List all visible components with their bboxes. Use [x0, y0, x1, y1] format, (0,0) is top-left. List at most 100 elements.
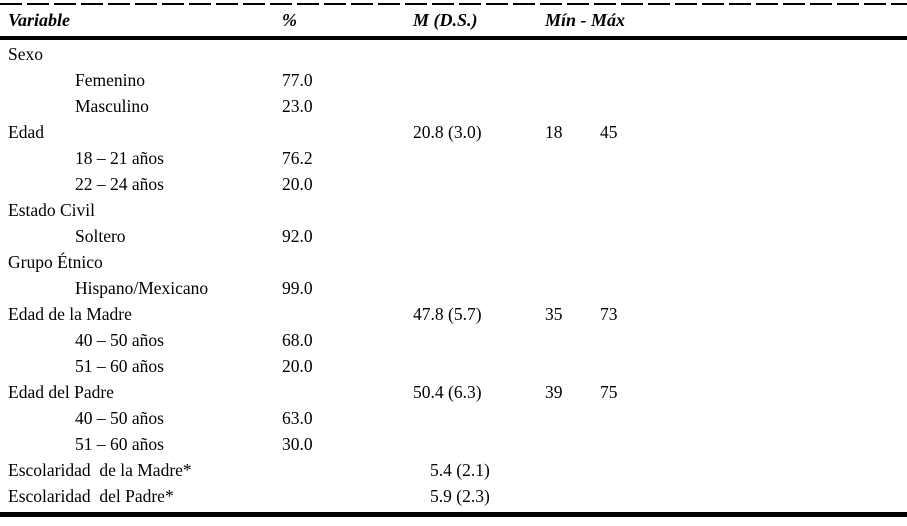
row-variable-label: Estado Civil	[8, 200, 96, 220]
row-mean-sd-value	[413, 353, 545, 379]
table-row: 22 – 24 años 20.0	[0, 171, 907, 197]
row-max-value: 73	[600, 304, 618, 324]
row-variable-label: 40 – 50 años	[75, 408, 164, 428]
row-mean-sd-value	[413, 275, 545, 301]
row-variable-label: Soltero	[75, 226, 126, 246]
row-variable-label: Edad de la Madre	[8, 304, 132, 324]
row-mean-sd-value	[413, 327, 545, 353]
row-mean-sd-value: 5.9 (2.3)	[430, 486, 490, 506]
row-percent-value: 68.0	[282, 330, 313, 350]
row-max-value	[600, 41, 907, 67]
row-max-value	[600, 457, 907, 483]
table-row: 40 – 50 años 63.0	[0, 405, 907, 431]
column-header-percent: %	[282, 10, 297, 30]
table-body: Sexo Femenino 77.0 Masculino 23.0 Edad 2…	[0, 40, 907, 509]
row-max-value	[600, 171, 907, 197]
row-mean-sd-value	[413, 431, 545, 457]
table-header-row: Variable % M (D.S.) Mín - Máx	[0, 5, 907, 40]
row-variable-label: 40 – 50 años	[75, 330, 164, 350]
row-variable-label: 51 – 60 años	[75, 356, 164, 376]
table-row: Edad 20.8 (3.0) 18 45	[0, 119, 907, 145]
row-min-value	[545, 405, 600, 431]
table-row: 51 – 60 años 20.0	[0, 353, 907, 379]
row-percent-value: 99.0	[282, 278, 313, 298]
row-mean-sd-value	[413, 93, 545, 119]
row-max-value	[600, 93, 907, 119]
row-max-value	[600, 249, 907, 275]
row-max-value	[600, 145, 907, 171]
row-percent-value: 92.0	[282, 226, 313, 246]
row-mean-sd-value	[413, 41, 545, 67]
row-variable-label: Masculino	[75, 96, 149, 116]
row-mean-sd-value	[413, 67, 545, 93]
row-percent-value	[282, 483, 413, 509]
table-row: Edad del Padre 50.4 (6.3) 39 75	[0, 379, 907, 405]
row-min-value	[545, 353, 600, 379]
row-min-value	[545, 457, 600, 483]
row-variable-label: Edad del Padre	[8, 382, 114, 402]
row-mean-sd-value	[413, 405, 545, 431]
row-min-value: 18	[545, 122, 563, 142]
row-max-value: 75	[600, 382, 618, 402]
table-row: Masculino 23.0	[0, 93, 907, 119]
table-row: Edad de la Madre 47.8 (5.7) 35 73	[0, 301, 907, 327]
row-mean-sd-value	[413, 171, 545, 197]
table-row: 18 – 21 años 76.2	[0, 145, 907, 171]
table-row: Hispano/Mexicano 99.0	[0, 275, 907, 301]
row-mean-sd-value: 50.4 (6.3)	[413, 382, 482, 402]
row-variable-label: 51 – 60 años	[75, 434, 164, 454]
table-row: Estado Civil	[0, 197, 907, 223]
row-variable-label: 22 – 24 años	[75, 174, 164, 194]
table-top-dashed-rule	[0, 3, 907, 5]
table-row: Sexo	[0, 41, 907, 67]
row-max-value	[600, 275, 907, 301]
row-max-value	[600, 67, 907, 93]
row-min-value	[545, 197, 600, 223]
row-percent-value: 20.0	[282, 174, 313, 194]
row-percent-value	[282, 457, 413, 483]
row-mean-sd-value: 47.8 (5.7)	[413, 304, 482, 324]
row-max-value	[600, 197, 907, 223]
row-variable-label: Grupo Étnico	[8, 252, 103, 272]
row-variable-label: Hispano/Mexicano	[75, 278, 209, 298]
row-min-value	[545, 41, 600, 67]
demographics-table: Variable % M (D.S.) Mín - Máx Sexo Femen…	[0, 3, 907, 517]
table-row: Escolaridad de la Madre* 5.4 (2.1)	[0, 457, 907, 483]
row-percent-value	[282, 119, 413, 145]
row-max-value: 45	[600, 122, 618, 142]
table-row: Grupo Étnico	[0, 249, 907, 275]
row-variable-label: Edad	[8, 122, 44, 142]
table-row: Escolaridad del Padre* 5.9 (2.3)	[0, 483, 907, 509]
row-mean-sd-value	[413, 223, 545, 249]
row-min-value	[545, 483, 600, 509]
row-percent-value	[282, 379, 413, 405]
row-min-value: 35	[545, 304, 563, 324]
table-row: 40 – 50 años 68.0	[0, 327, 907, 353]
table-row: Soltero 92.0	[0, 223, 907, 249]
row-mean-sd-value: 20.8 (3.0)	[413, 122, 482, 142]
row-variable-label: Femenino	[75, 70, 145, 90]
column-header-min-max: Mín - Máx	[545, 10, 626, 30]
row-percent-value: 77.0	[282, 70, 313, 90]
row-min-value	[545, 171, 600, 197]
row-variable-label: Escolaridad del Padre*	[8, 486, 174, 506]
table-bottom-rule	[0, 512, 907, 517]
row-percent-value: 76.2	[282, 148, 313, 168]
row-min-value	[545, 93, 600, 119]
row-percent-value	[282, 249, 413, 275]
row-percent-value	[282, 197, 413, 223]
row-min-value	[545, 327, 600, 353]
row-variable-label: Escolaridad de la Madre*	[8, 460, 192, 480]
row-max-value	[600, 223, 907, 249]
row-min-value	[545, 431, 600, 457]
table-row: 51 – 60 años 30.0	[0, 431, 907, 457]
row-min-value	[545, 67, 600, 93]
row-percent-value: 20.0	[282, 356, 313, 376]
row-mean-sd-value	[413, 249, 545, 275]
row-max-value	[600, 431, 907, 457]
row-max-value	[600, 405, 907, 431]
row-min-value	[545, 249, 600, 275]
row-percent-value	[282, 41, 413, 67]
row-min-value	[545, 145, 600, 171]
row-max-value	[600, 353, 907, 379]
